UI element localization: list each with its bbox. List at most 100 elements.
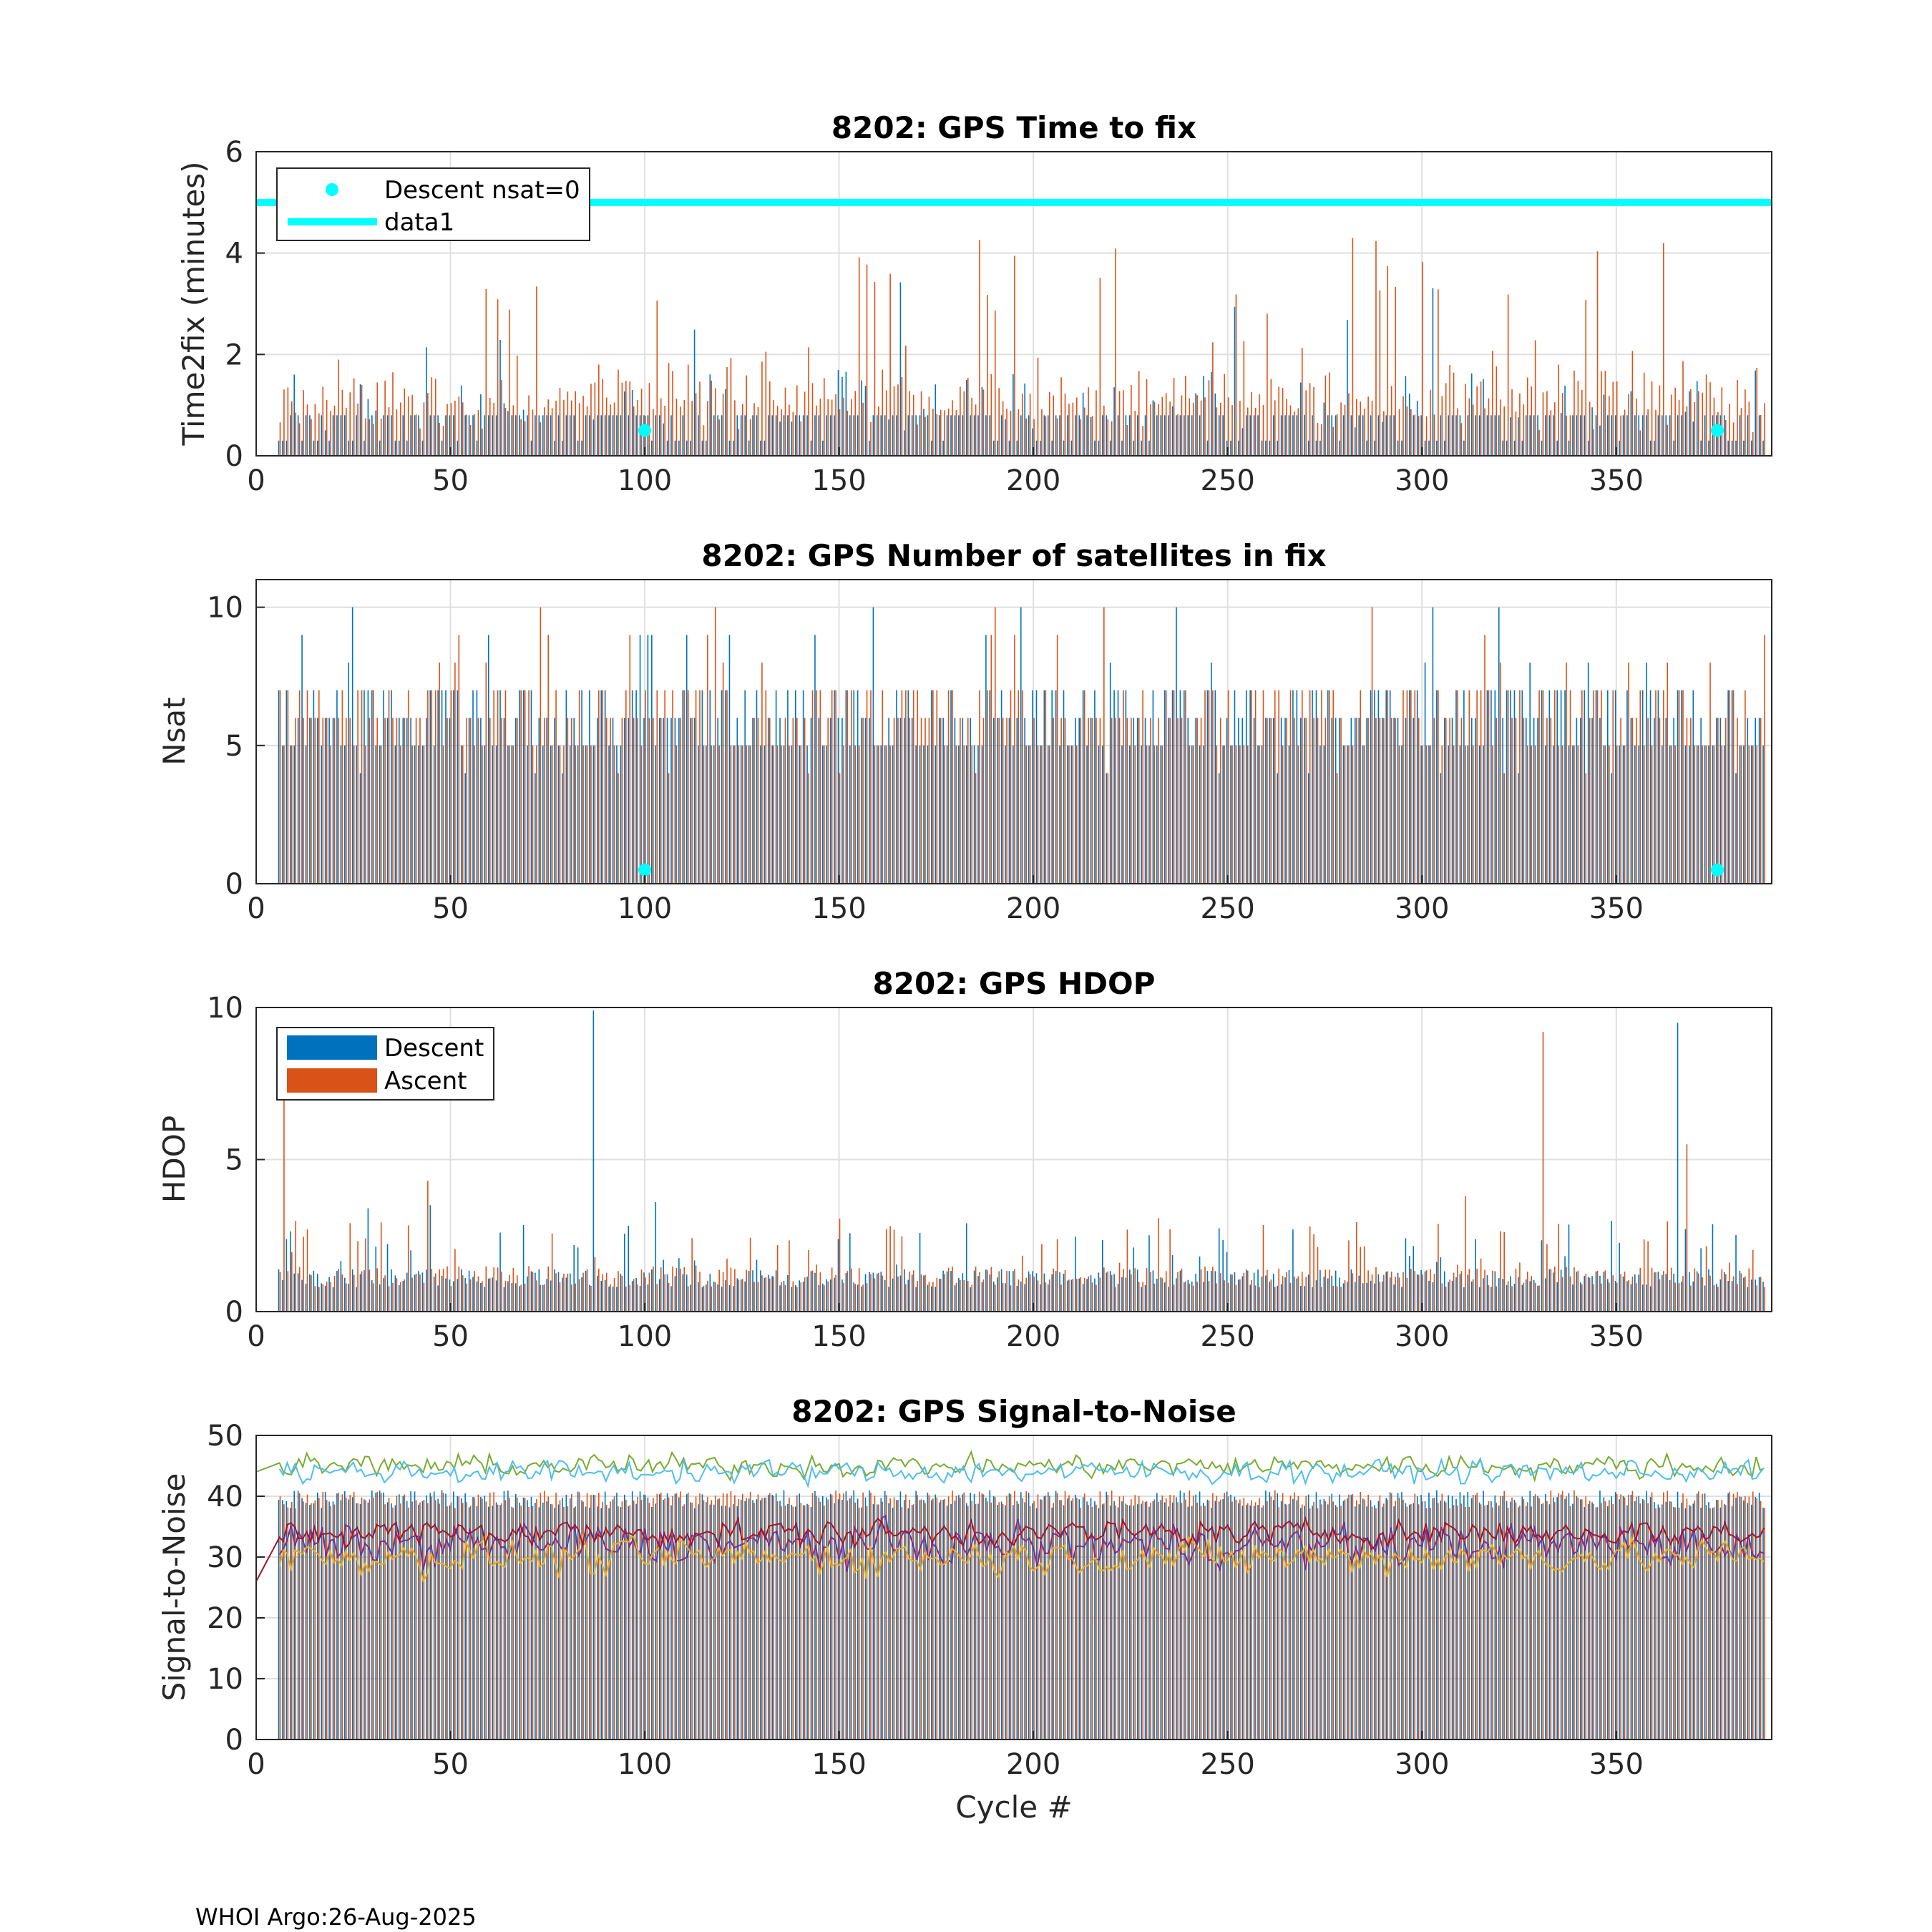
bar-ascent bbox=[1196, 1503, 1198, 1740]
bar-descent bbox=[1727, 440, 1729, 456]
bar-descent bbox=[301, 635, 303, 884]
bar-descent bbox=[752, 1500, 753, 1740]
bar-descent bbox=[1226, 1491, 1228, 1740]
bar-descent bbox=[410, 1491, 411, 1740]
bar-ascent bbox=[1118, 1262, 1121, 1312]
bar-ascent bbox=[753, 403, 755, 456]
bar-descent bbox=[771, 1276, 773, 1312]
bar-ascent bbox=[885, 745, 887, 884]
bar-ascent bbox=[648, 383, 650, 456]
bar-ascent bbox=[637, 1284, 638, 1312]
bar-descent bbox=[1280, 415, 1282, 456]
bar-ascent bbox=[462, 1275, 464, 1312]
bar-ascent bbox=[1259, 1287, 1260, 1312]
bar-ascent bbox=[1305, 390, 1307, 456]
bar-ascent bbox=[816, 1264, 817, 1312]
bar-ascent bbox=[1096, 390, 1097, 456]
bar-descent bbox=[1109, 440, 1111, 456]
bar-ascent bbox=[1636, 398, 1637, 456]
bar-ascent bbox=[680, 1491, 681, 1740]
bar-ascent bbox=[982, 1279, 985, 1312]
y-tick-label: 4 bbox=[225, 238, 243, 270]
panel-3-title: 8202: GPS HDOP bbox=[873, 966, 1156, 1001]
bar-ascent bbox=[466, 718, 467, 884]
bar-ascent bbox=[1196, 718, 1198, 884]
bar-ascent bbox=[1503, 773, 1505, 884]
bar-ascent bbox=[893, 1497, 895, 1740]
bar-descent bbox=[1595, 415, 1597, 456]
bar-descent bbox=[678, 440, 680, 456]
bar-descent bbox=[931, 690, 932, 884]
bar-ascent bbox=[1534, 340, 1536, 456]
bar-descent bbox=[1272, 1273, 1274, 1312]
bar-ascent bbox=[1348, 1240, 1350, 1312]
bar-descent bbox=[1727, 1493, 1729, 1740]
bar-ascent bbox=[1274, 1287, 1276, 1312]
bar-descent bbox=[1428, 745, 1430, 884]
bar-ascent bbox=[1270, 1279, 1272, 1312]
bar-descent bbox=[1000, 415, 1002, 456]
bar-ascent bbox=[1150, 404, 1151, 456]
bar-ascent bbox=[1219, 1273, 1221, 1312]
bar-ascent bbox=[1499, 399, 1501, 456]
bar-ascent bbox=[905, 1284, 907, 1312]
bar-ascent bbox=[1014, 635, 1015, 884]
bar-descent bbox=[799, 745, 801, 884]
bar-ascent bbox=[1387, 1271, 1389, 1312]
bar-ascent bbox=[1472, 1494, 1474, 1740]
bar-descent bbox=[1448, 745, 1449, 884]
bar-ascent bbox=[594, 382, 596, 456]
bar-descent bbox=[1510, 1501, 1511, 1740]
bar-descent bbox=[476, 1506, 478, 1740]
bar-descent bbox=[783, 415, 785, 456]
bar-ascent bbox=[474, 414, 475, 456]
bar-descent bbox=[1067, 745, 1068, 884]
bar-ascent bbox=[1395, 718, 1396, 884]
bar-descent bbox=[799, 415, 801, 456]
bar-ascent bbox=[559, 388, 561, 456]
bar-descent bbox=[954, 718, 956, 884]
bar-descent bbox=[1560, 1494, 1562, 1740]
bar-ascent bbox=[769, 381, 771, 456]
bar-ascent bbox=[738, 429, 740, 456]
bar-ascent bbox=[1185, 375, 1186, 456]
bar-ascent bbox=[1321, 1504, 1322, 1740]
bar-ascent bbox=[1546, 1501, 1548, 1740]
bar-ascent bbox=[1558, 364, 1560, 456]
bar-ascent bbox=[434, 690, 436, 884]
bar-descent bbox=[1226, 1252, 1228, 1312]
bar-descent bbox=[379, 745, 381, 884]
bar-ascent bbox=[1294, 1277, 1295, 1312]
bar-descent bbox=[565, 1277, 567, 1312]
bar-descent bbox=[313, 690, 315, 884]
bar-descent bbox=[911, 1274, 913, 1312]
bar-ascent bbox=[295, 1508, 297, 1740]
bar-descent bbox=[554, 1269, 555, 1312]
bar-ascent bbox=[1651, 381, 1653, 456]
bar-ascent bbox=[998, 1271, 1000, 1312]
bar-descent bbox=[1416, 401, 1418, 456]
bar-descent bbox=[1634, 415, 1636, 456]
bar-ascent bbox=[1438, 289, 1439, 456]
bar-descent bbox=[1432, 1498, 1434, 1740]
bar-descent bbox=[1121, 745, 1123, 884]
bar-ascent bbox=[827, 718, 829, 884]
bar-descent bbox=[954, 415, 956, 456]
bar-ascent bbox=[789, 1497, 790, 1740]
bar-ascent bbox=[1068, 404, 1070, 456]
bar-descent bbox=[1176, 1278, 1177, 1312]
bar-descent bbox=[907, 1279, 909, 1312]
bar-descent bbox=[1478, 1287, 1480, 1312]
bar-ascent bbox=[1476, 1493, 1478, 1740]
bar-ascent bbox=[439, 1503, 440, 1740]
bar-ascent bbox=[1596, 1507, 1599, 1740]
bar-ascent bbox=[1674, 387, 1676, 456]
bar-ascent bbox=[1682, 1276, 1684, 1312]
bar-descent bbox=[1556, 440, 1558, 456]
bar-ascent bbox=[920, 391, 922, 456]
bar-ascent bbox=[936, 414, 938, 456]
bar-ascent bbox=[1422, 1501, 1423, 1740]
bar-descent bbox=[655, 1503, 657, 1740]
bar-descent bbox=[472, 690, 474, 884]
bar-descent bbox=[359, 384, 361, 456]
